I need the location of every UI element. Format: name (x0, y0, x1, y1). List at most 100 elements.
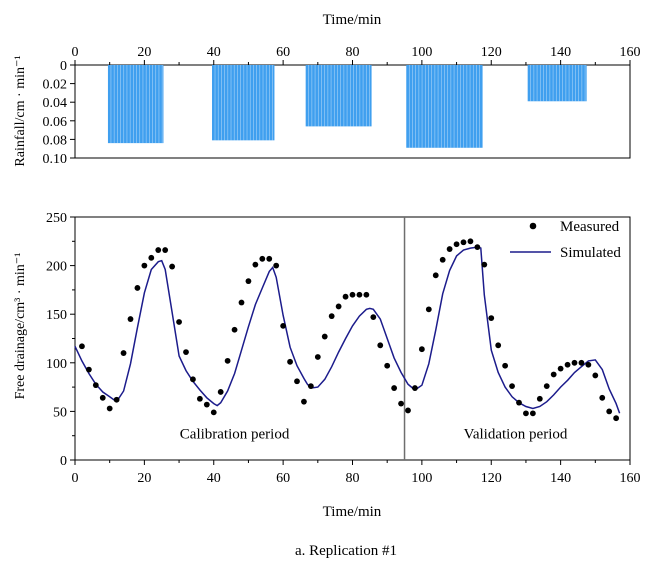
measured-point (495, 342, 502, 349)
drainage-panel: 0 20 40 60 80 100 120 140 160 0 50 100 150 200 250 Ca… (13, 211, 641, 520)
rainfall-x-tick-label: 60 (276, 45, 290, 60)
simulated-series-line (74, 246, 621, 414)
measured-point (592, 372, 599, 379)
measured-point (578, 359, 585, 366)
drainage-y-tick-label: 150 (46, 308, 67, 323)
measured-point (446, 246, 453, 252)
measured-point (363, 291, 370, 298)
calibration-period-label: Calibration period (180, 427, 290, 443)
drainage-y-tick-label: 250 (46, 211, 67, 226)
rainfall-x-tick-label: 80 (346, 45, 360, 60)
measured-point (564, 361, 571, 368)
measured-point (557, 365, 564, 372)
drainage-y-axis-label: Free drainage/cm³ · min⁻¹ (13, 253, 28, 400)
rainfall-y-tick-label: 0.06 (43, 115, 68, 130)
rainfall-bars (107, 65, 587, 148)
rainfall-x-tick-label: 140 (550, 45, 571, 60)
drainage-x-tick-label: 40 (207, 471, 221, 486)
measured-point (523, 410, 529, 417)
drainage-x-tick-label: 80 (346, 471, 360, 486)
measured-point (148, 254, 155, 261)
measured-point (439, 256, 446, 263)
rainfall-x-tick-label: 0 (72, 45, 79, 60)
validation-period-label: Validation period (464, 427, 568, 443)
rainfall-x-tick-label: 20 (137, 45, 151, 60)
measured-point (287, 358, 293, 365)
measured-point (162, 247, 169, 253)
legend-simulated-label: Simulated (560, 245, 621, 261)
measured-point (571, 359, 578, 366)
measured-point (217, 389, 224, 395)
rainfall-bar-3 (305, 65, 372, 127)
measured-point (529, 410, 536, 417)
drainage-y-tick-label: 0 (60, 454, 67, 469)
drainage-x-tick-label: 100 (411, 471, 432, 486)
measured-point (418, 346, 425, 353)
measured-point (113, 396, 120, 403)
drainage-x-tick-label: 140 (550, 471, 571, 486)
rainfall-bar-2 (212, 65, 275, 141)
measured-point (294, 378, 300, 385)
measured-point (245, 278, 252, 285)
legend-measured-marker (529, 222, 537, 230)
measured-point (92, 382, 99, 389)
measured-point (370, 314, 377, 321)
measured-point (169, 263, 176, 270)
measured-point (106, 405, 113, 412)
rainfall-bar-1 (107, 65, 164, 144)
measured-point (412, 385, 418, 391)
measured-point (321, 333, 328, 340)
measured-point (356, 291, 363, 298)
measured-point (85, 366, 92, 373)
measured-point (190, 376, 196, 383)
rainfall-y-tick-label: 0.10 (43, 152, 68, 167)
measured-point (328, 313, 335, 320)
measured-point (432, 272, 439, 279)
drainage-y-tick-label: 200 (46, 260, 67, 275)
measured-point (99, 394, 106, 401)
measured-point (481, 261, 488, 268)
measured-point (349, 291, 356, 298)
measured-point (203, 401, 210, 408)
rainfall-x-axis-label: Time/min (323, 12, 382, 28)
measured-point (550, 371, 557, 378)
measured-point (425, 306, 432, 313)
drainage-x-tick-label: 60 (276, 471, 290, 486)
rainfall-y-tick-label: 0.04 (43, 96, 68, 111)
measured-point (405, 407, 411, 414)
drainage-x-axis-label: Time/min (323, 504, 382, 520)
measured-point (516, 399, 522, 406)
measured-point (536, 395, 543, 402)
measured-point (307, 383, 314, 390)
measured-point (488, 315, 495, 321)
measured-point (252, 261, 259, 268)
measured-point (259, 255, 266, 262)
measured-point (509, 383, 515, 390)
drainage-x-ticks: 0 20 40 60 80 100 120 140 160 (72, 460, 641, 486)
measured-point (266, 255, 273, 262)
rainfall-x-ticks: 0 20 40 60 80 100 120 140 160 (72, 45, 641, 65)
measured-point (183, 349, 189, 356)
measured-point (273, 262, 280, 269)
measured-point (613, 415, 620, 422)
rainfall-y-ticks: 0 0.02 0.04 0.06 0.08 0.10 (43, 59, 75, 167)
measured-point (134, 285, 141, 291)
measured-point (460, 239, 467, 246)
measured-point (391, 385, 398, 391)
measured-point (238, 299, 245, 306)
measured-point (384, 362, 391, 369)
measured-point (543, 383, 550, 390)
rainfall-y-tick-label: 0 (60, 59, 67, 74)
measured-point (120, 350, 127, 356)
measured-point (342, 293, 349, 300)
measured-point (224, 357, 231, 364)
rainfall-x-tick-label: 100 (411, 45, 432, 60)
measured-series-points (79, 238, 620, 422)
measured-point (606, 408, 613, 415)
measured-point (599, 394, 606, 401)
drainage-plot-frame (74, 216, 631, 461)
rainfall-panel: 0 20 40 60 80 100 120 140 160 00.020.040.060.080… (13, 12, 641, 167)
measured-point (127, 316, 134, 322)
rainfall-x-tick-label: 120 (481, 45, 502, 60)
